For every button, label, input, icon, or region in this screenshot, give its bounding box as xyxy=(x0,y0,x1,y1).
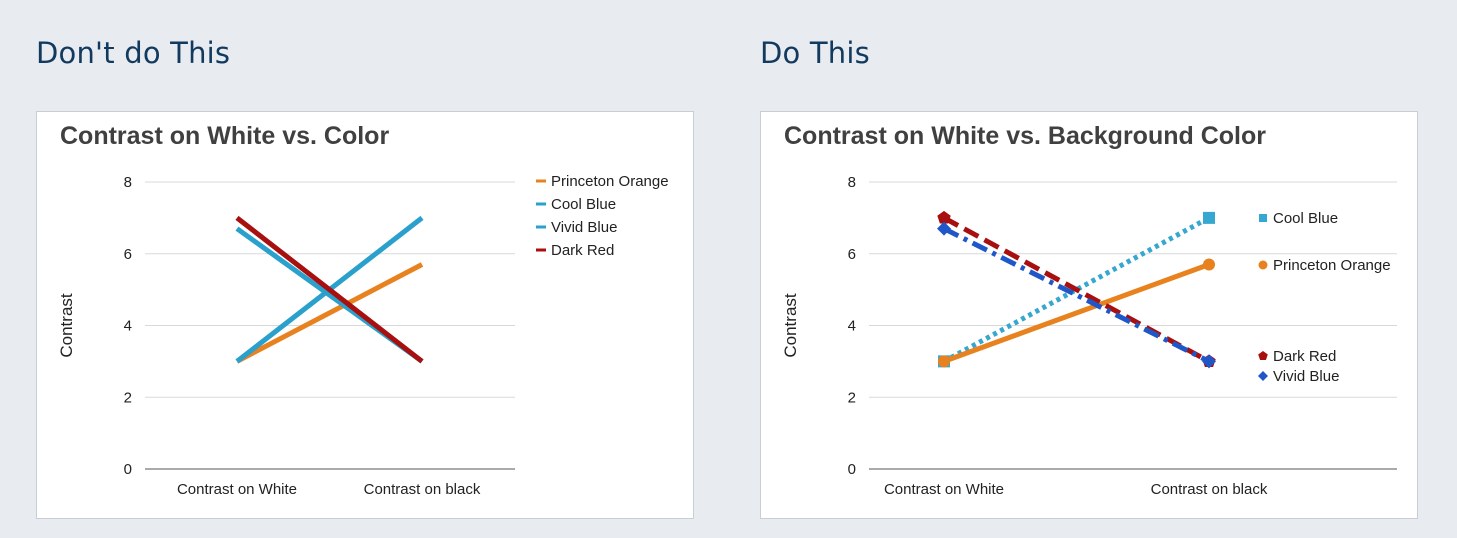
data-point-cool-blue xyxy=(1203,211,1215,224)
data-point-princeton-orange xyxy=(938,355,950,368)
line-chart: Contrast on White vs. Color 0 2 4 6 8 Contrast… xyxy=(57,122,669,498)
chart-title: Contrast on White vs. Color xyxy=(60,122,389,150)
y-tick-label: 0 xyxy=(124,461,132,478)
data-point-vivid-blue xyxy=(937,221,951,236)
legend-swatch xyxy=(1258,260,1268,270)
data-point-vivid-blue xyxy=(1202,354,1216,369)
legend-label: Cool Blue xyxy=(1273,210,1338,227)
panel-do: Do This Contrast on White vs. Background… xyxy=(760,0,1420,538)
x-tick-label: Contrast on black xyxy=(1151,481,1268,498)
y-tick-label: 2 xyxy=(124,389,132,406)
y-tick-label: 8 xyxy=(848,174,856,191)
series-line-princeton-orange xyxy=(943,262,1210,364)
y-tick-label: 6 xyxy=(124,246,132,263)
data-point-princeton-orange xyxy=(1203,258,1215,271)
panel-heading: Do This xyxy=(760,36,870,70)
y-tick-label: 0 xyxy=(848,461,856,478)
series-line-dark-red xyxy=(942,215,1211,364)
series-line-dark-red xyxy=(235,215,424,364)
chart-card: Contrast on White vs. Background Color 0 2… xyxy=(760,111,1418,519)
y-tick-label: 8 xyxy=(124,174,132,191)
y-tick-label: 4 xyxy=(124,318,132,335)
panel-heading: Don't do This xyxy=(36,36,231,70)
legend-label: Princeton Orange xyxy=(551,173,669,190)
legend-swatch xyxy=(1258,351,1268,360)
x-tick-label: Contrast on White xyxy=(177,481,297,498)
legend-label: Cool Blue xyxy=(551,196,616,213)
y-axis-label: Contrast xyxy=(781,293,800,358)
y-tick-label: 2 xyxy=(848,389,856,406)
line-chart: Contrast on White vs. Background Color 0 2… xyxy=(781,122,1397,498)
series-line-vivid-blue xyxy=(942,226,1211,364)
y-tick-label: 4 xyxy=(848,318,856,335)
data-point-dark-red xyxy=(937,210,951,224)
legend-label: Princeton Orange xyxy=(1273,257,1391,274)
y-tick-label: 6 xyxy=(848,246,856,263)
legend-label: Vivid Blue xyxy=(551,219,617,236)
series-line-cool-blue xyxy=(942,215,1211,364)
chart-title: Contrast on White vs. Background Color xyxy=(784,122,1266,150)
legend-label: Vivid Blue xyxy=(1273,368,1339,385)
y-axis-label: Contrast xyxy=(57,293,76,358)
legend-label: Dark Red xyxy=(1273,348,1336,365)
x-tick-label: Contrast on black xyxy=(364,481,481,498)
panel-dont: Don't do This Contrast on White vs. Colo… xyxy=(36,0,696,538)
x-tick-label: Contrast on White xyxy=(884,481,1004,498)
series-line-princeton-orange xyxy=(235,262,424,364)
chart-card: Contrast on White vs. Color 0 2 4 6 8 Contrast… xyxy=(36,111,694,519)
legend-swatch xyxy=(1258,371,1268,381)
legend-swatch xyxy=(1259,214,1267,222)
legend-label: Dark Red xyxy=(551,242,614,259)
